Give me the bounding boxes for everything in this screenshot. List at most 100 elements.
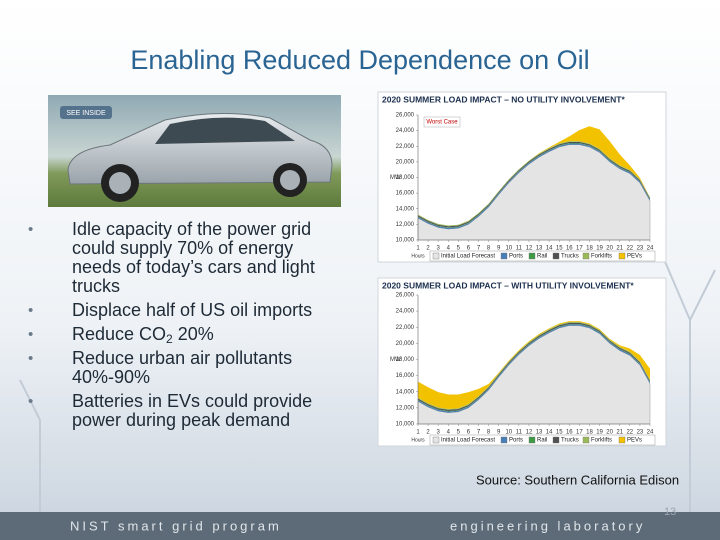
x-tick-label: 16 [566,246,573,252]
x-tick-label: 18 [586,246,593,252]
x-tick-label: 10 [505,246,512,252]
y-tick-label: 12,000 [396,405,415,411]
x-tick-label: 12 [526,246,533,252]
footer-left: NIST smart grid program [70,518,282,533]
y-tick-label: 10,000 [396,238,415,244]
x-tick-label: 6 [467,430,471,436]
x-tick-label: 13 [536,430,543,436]
legend-label: Rail [537,438,547,444]
x-tick-label: 1 [416,430,420,436]
legend-label: Trucks [561,438,579,444]
bullet-text: Reduce urban air pollutants 40%-90% [72,348,293,387]
footer-right: engineering laboratory [450,518,645,533]
x-tick-label: 18 [586,430,593,436]
x-axis-label: Hours [411,437,425,443]
annotation-box [423,116,461,128]
page-number: 13 [664,506,676,518]
annotation: Worst Case [426,120,458,126]
x-tick-label: 14 [546,430,553,436]
x-tick-label: 8 [487,430,491,436]
x-tick-label: 7 [477,430,481,436]
x-tick-label: 22 [626,246,633,252]
y-tick-label: 20,000 [396,341,415,347]
x-tick-label: 22 [626,430,633,436]
x-tick-label: 11 [516,430,523,436]
y-tick-label: 24,000 [396,309,415,315]
bullet-text: Idle capacity of the power grid could su… [72,219,315,296]
car-photo: SEE INSIDE [48,95,341,207]
y-tick-label: 20,000 [396,159,415,165]
x-axis-label: Hours [411,253,425,259]
charts: 2020 SUMMER LOAD IMPACT – NO UTILITY INV… [377,91,667,447]
y-tick-label: 22,000 [396,144,415,150]
y-tick-label: 14,000 [396,206,415,212]
x-tick-label: 6 [467,246,471,252]
y-tick-label: 10,000 [396,422,415,428]
y-tick-label: 14,000 [396,389,415,395]
area-series [418,143,650,230]
bullet-text: Reduce CO [72,324,167,344]
x-tick-label: 5 [457,246,461,252]
legend-swatch [432,436,440,444]
legend-swatch [552,436,560,444]
x-tick-label: 3 [437,430,441,436]
area-series [418,322,650,412]
x-tick-label: 10 [505,430,512,436]
bullet: Batteries in EVs could provide power dur… [28,392,328,430]
x-tick-label: 12 [526,430,533,436]
x-tick-label: 8 [487,246,491,252]
legend-swatch [500,436,508,444]
legend-swatch [528,252,536,260]
y-tick-label: 26,000 [396,293,415,299]
x-tick-label: 17 [576,246,583,252]
x-tick-label: 7 [477,246,481,252]
x-tick-label: 21 [616,430,623,436]
x-tick-label: 2 [426,430,430,436]
x-tick-label: 16 [566,430,573,436]
x-tick-label: 17 [576,430,583,436]
legend-label: Rail [537,254,547,260]
image-button: SEE INSIDE [66,110,106,117]
slide-title: Enabling Reduced Dependence on Oil [130,45,589,75]
x-tick-label: 19 [596,430,603,436]
x-tick-label: 23 [637,246,644,252]
bullet-text: 2 [166,332,173,346]
legend-label: Ports [509,254,523,260]
legend-swatch [528,436,536,444]
turbine-decoration [19,249,716,515]
legend-label: Initial Load Forecast [441,254,495,260]
x-tick-label: 3 [437,246,441,252]
y-axis-label: MW [390,175,401,181]
x-tick-label: 20 [606,430,613,436]
x-tick-label: 14 [546,246,553,252]
area-series [418,141,650,228]
legend-label: Trucks [561,254,579,260]
bullet-text: 20% [172,324,214,344]
y-axis-label: MW [390,357,401,363]
legend-swatch [582,252,590,260]
legend-swatch [432,252,440,260]
y-tick-label: 18,000 [396,357,415,363]
x-tick-label: 4 [447,246,451,252]
chart-title: 2020 SUMMER LOAD IMPACT – WITH UTILITY I… [382,280,634,290]
x-tick-label: 15 [556,430,563,436]
source-note: Source: Southern California Edison [476,472,679,487]
bullet-list: Idle capacity of the power grid could su… [28,220,328,435]
x-tick-label: 1 [416,246,420,252]
x-tick-label: 15 [556,246,563,252]
x-tick-label: 4 [447,430,451,436]
x-tick-label: 11 [516,246,523,252]
x-tick-label: 13 [536,246,543,252]
legend-box [429,250,656,262]
x-tick-label: 24 [647,246,654,252]
legend-label: Forklifts [591,438,612,444]
y-tick-label: 16,000 [396,191,415,197]
chart-title: 2020 SUMMER LOAD IMPACT – NO UTILITY INV… [382,94,625,104]
legend-label: PEVs [627,254,642,260]
x-tick-label: 24 [647,430,654,436]
legend-box [429,434,656,446]
x-tick-label: 5 [457,430,461,436]
